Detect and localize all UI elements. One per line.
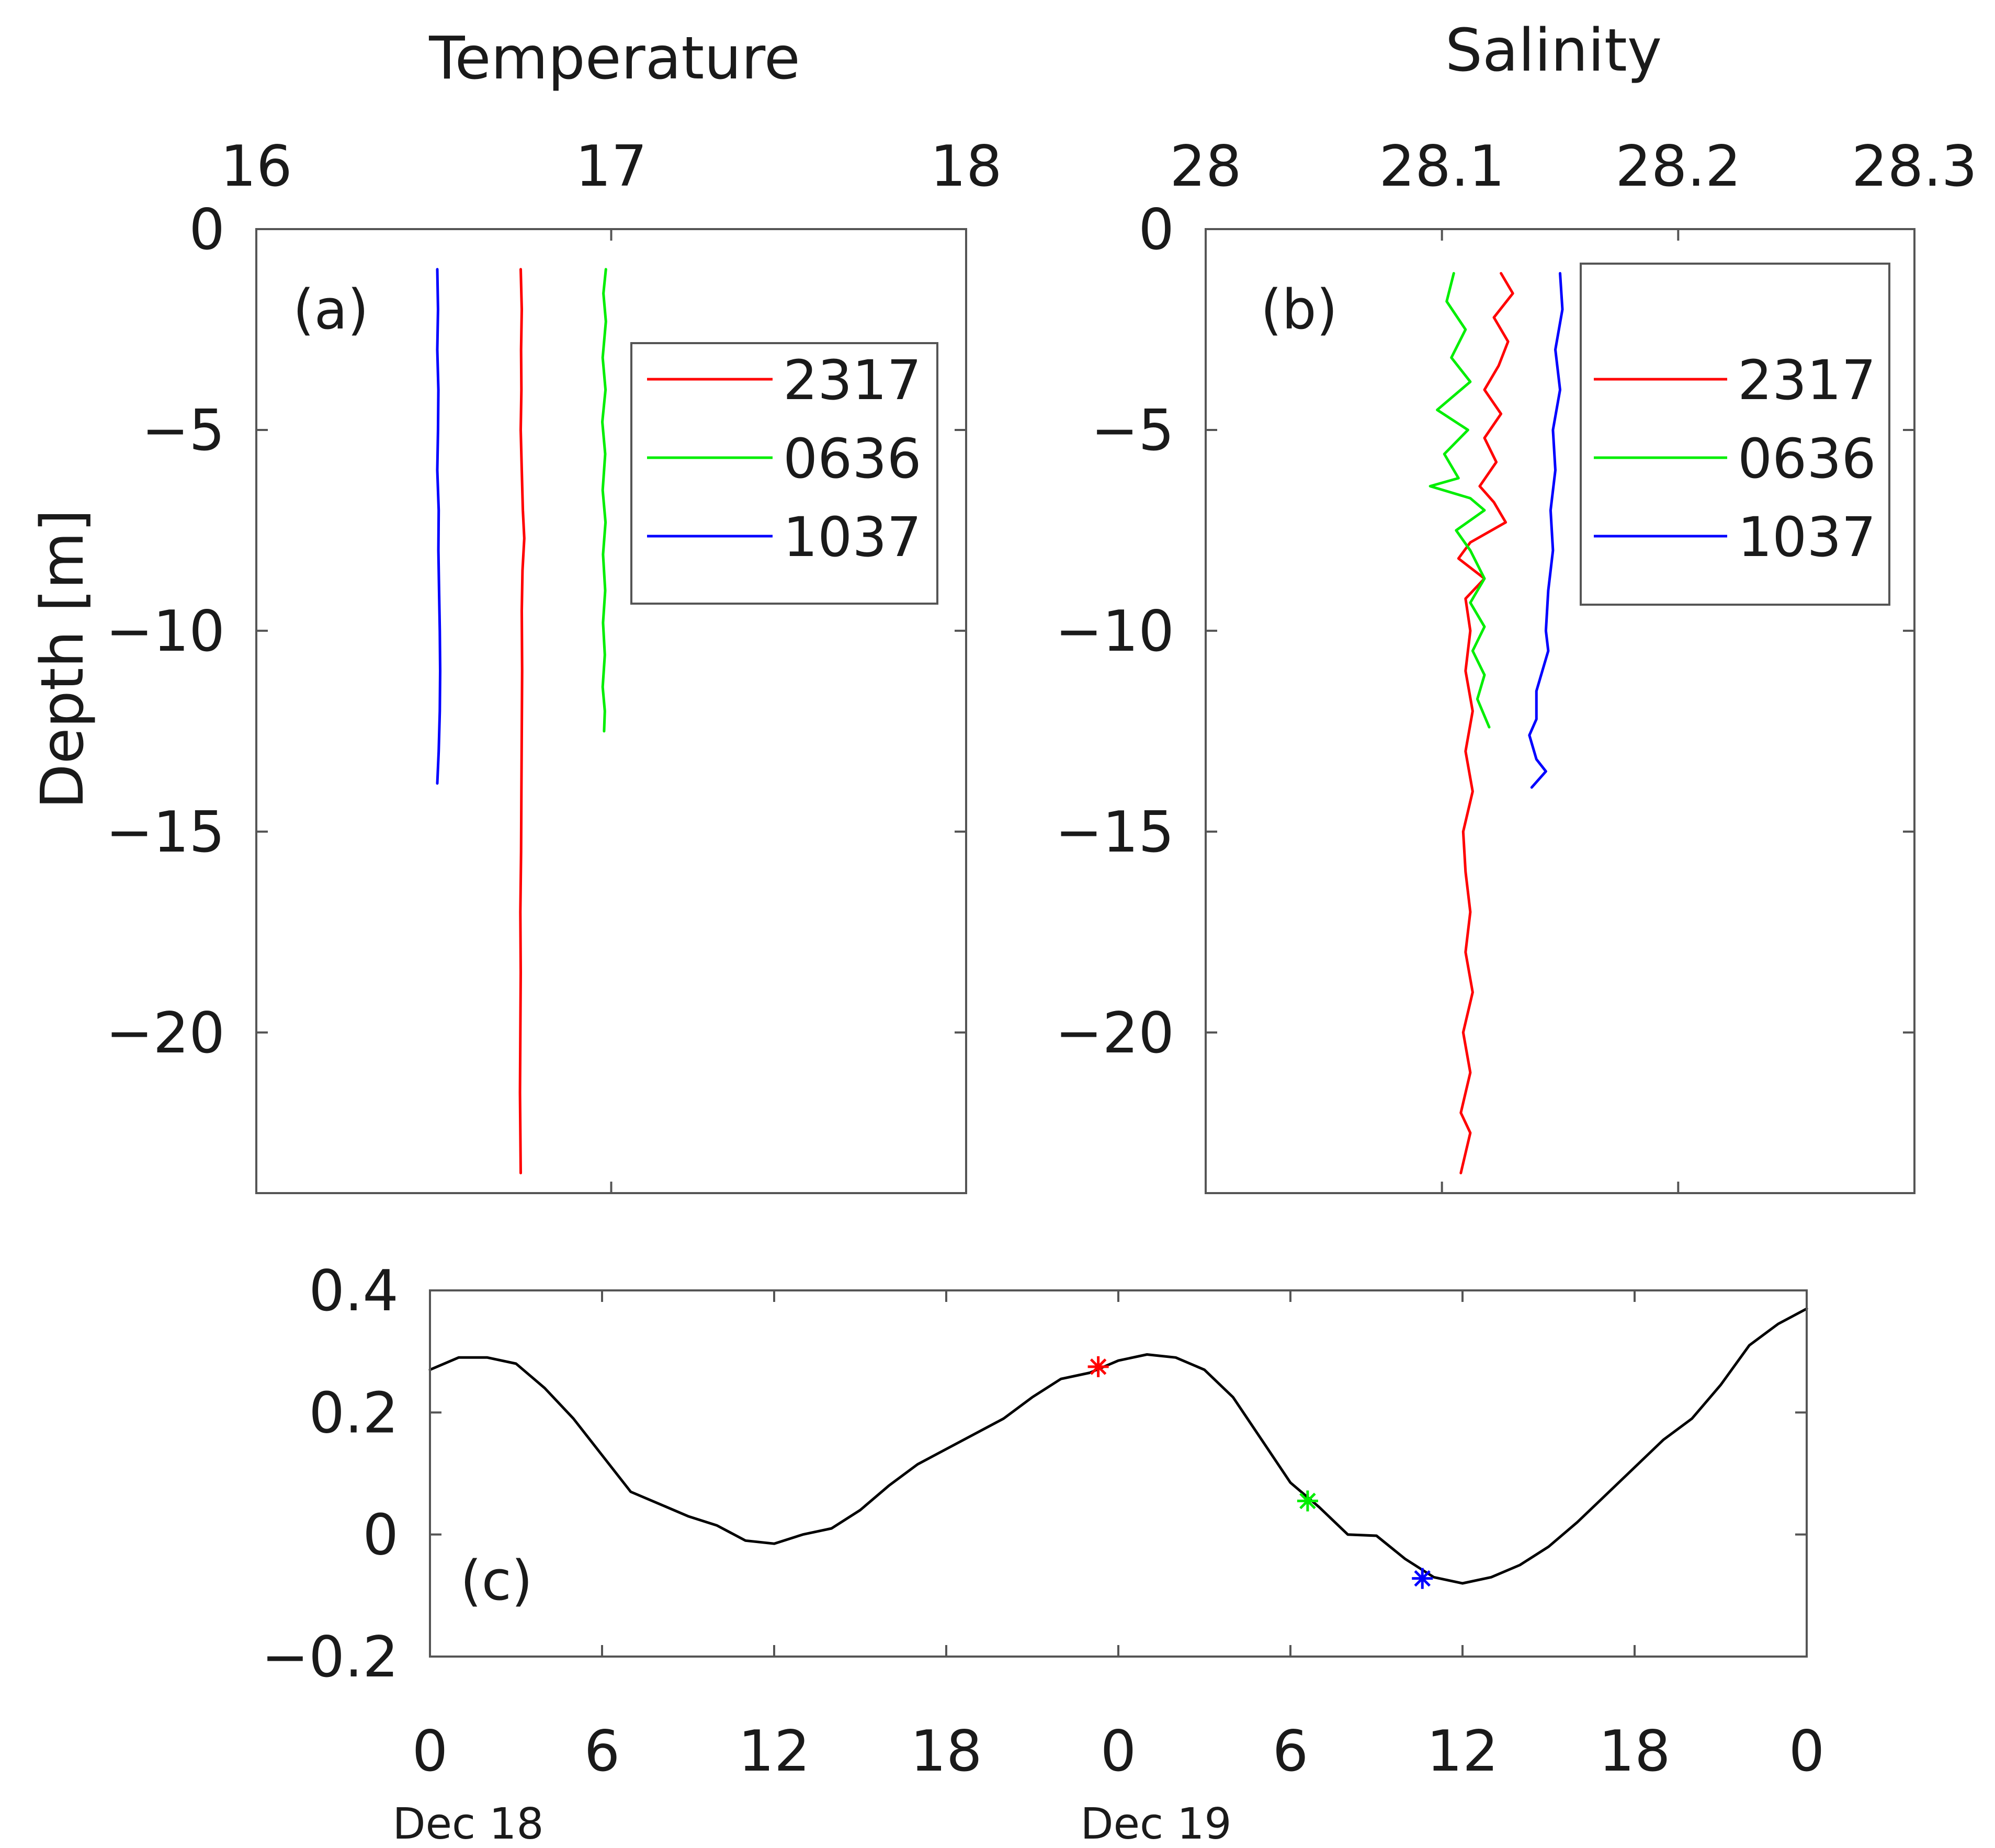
panel-a-legend-label-1037: 1037: [783, 505, 922, 569]
panel-a-y-tick-label: −5: [142, 398, 225, 463]
panel-c-label: (c): [460, 1549, 532, 1613]
panel-a-y-tick-label: 0: [189, 197, 225, 263]
panel-b-legend-label-1037: 1037: [1738, 505, 1876, 569]
panel-b-x-tick-label: 28.1: [1379, 134, 1504, 199]
panel-c-y-ticks: 0.4 0.2 0 −0.2: [262, 1259, 1807, 1690]
panel-b-legend: 2317 0636 1037: [1580, 263, 1890, 606]
panel-c-x-ticks: 0 6 12 18 0 6 12 18 0: [412, 1290, 1825, 1784]
panel-c-frame: [429, 1289, 1808, 1658]
panel-b-y-tick-label: 0: [1138, 197, 1174, 263]
panel-a-legend-label-0636: 0636: [783, 427, 922, 491]
panel-c-y-tick-label: 0: [362, 1503, 399, 1568]
panel-a-frame: [255, 228, 967, 1194]
panel-b-x-tick-label: 28.3: [1852, 134, 1977, 199]
panel-a-temperature: Temperature (a) 16 17 18 0 −5 −10 −15 −20 2317…: [106, 25, 1002, 1194]
panel-c-x-tick-label: 0: [1789, 1719, 1825, 1784]
panel-c-x-tick-label: 12: [1426, 1719, 1498, 1784]
panel-c-x-tick-label: 6: [584, 1719, 620, 1784]
panel-c-markers: [1087, 1356, 1433, 1589]
panel-c-series: [428, 1307, 1808, 1585]
panel-a-y-ticks: 0 −5 −10 −15 −20: [106, 197, 966, 1066]
panel-c-series-water-level: [428, 1307, 1808, 1585]
panel-b-title: Salinity: [1445, 17, 1662, 85]
panel-a-legend: 2317 0636 1037: [630, 342, 938, 605]
panel-b-series-2317: [1457, 272, 1514, 1175]
date-label-dec-19: Dec 19: [1080, 1799, 1231, 1848]
panel-c-x-tick-label: 0: [1101, 1719, 1137, 1784]
panel-b-series-0636: [1429, 272, 1491, 729]
panel-a-y-tick-label: −15: [106, 800, 225, 865]
panel-c-x-tick-label: 0: [412, 1719, 448, 1784]
panel-a-series: [436, 268, 607, 1175]
panel-a-y-tick-label: −10: [106, 599, 225, 664]
panel-b-frame: [1205, 228, 1915, 1194]
panel-b-salinity: Salinity (b) 28 28.1 28.2 28.3 0 −5 −10 −15 −20…: [1055, 17, 1977, 1194]
panel-a-label: (a): [293, 278, 369, 342]
panel-c-y-tick-label: −0.2: [262, 1625, 399, 1690]
panel-a-series-0636: [601, 268, 607, 733]
panel-a-x-ticks: 16 17 18: [220, 134, 1002, 1193]
depth-axis-label: Depth [m]: [29, 509, 97, 809]
panel-b-y-tick-label: −10: [1055, 599, 1174, 664]
panel-c-x-tick-label: 18: [910, 1719, 982, 1784]
panel-a-title: Temperature: [428, 25, 800, 93]
panel-b-series: [1429, 272, 1564, 1175]
panel-c-x-tick-label: 12: [738, 1719, 810, 1784]
panel-c-water-level: (c) 0 6 12 18 0 6 12 18 0 0.40.20−0.2 Dec 18 Dec…: [262, 1259, 1825, 1848]
panel-a-x-tick-label: 16: [220, 134, 292, 199]
panel-c-x-tick-label: 18: [1599, 1719, 1670, 1784]
panel-b-series-1037: [1528, 272, 1564, 789]
panel-a-y-tick-label: −20: [106, 1001, 225, 1066]
panel-b-legend-label-0636: 0636: [1738, 427, 1876, 491]
panel-b-x-tick-label: 28.2: [1615, 134, 1741, 199]
marker-0636: [1297, 1490, 1318, 1512]
date-label-dec-18: Dec 18: [392, 1799, 543, 1848]
panel-a-legend-box: [630, 342, 938, 605]
marker-2317: [1087, 1356, 1109, 1377]
panel-a-series-1037: [436, 268, 441, 785]
marker-1037: [1412, 1568, 1433, 1589]
panel-a-legend-label-2317: 2317: [783, 348, 922, 412]
panel-a-series-2317: [518, 268, 526, 1175]
panel-b-x-tick-label: 28: [1170, 134, 1241, 199]
panel-a-x-tick-label: 17: [575, 134, 647, 199]
panel-c-y-tick-label: 0.4: [309, 1259, 399, 1324]
panel-b-x-ticks: 28 28.1 28.2 28.3: [1170, 134, 1977, 1193]
panel-b-y-tick-label: −20: [1055, 1001, 1174, 1066]
panel-c-x-tick-label: 6: [1273, 1719, 1309, 1784]
panel-a-x-tick-label: 18: [930, 134, 1002, 199]
panel-b-y-tick-label: −5: [1091, 398, 1174, 463]
panel-b-y-ticks: 0 −5 −10 −15 −20: [1055, 197, 1914, 1066]
panel-b-label: (b): [1261, 278, 1337, 342]
panel-b-legend-box: [1580, 263, 1890, 606]
panel-b-y-tick-label: −15: [1055, 800, 1174, 865]
panel-b-legend-label-2317: 2317: [1738, 348, 1876, 412]
panel-c-y-tick-label: 0.2: [309, 1380, 399, 1446]
